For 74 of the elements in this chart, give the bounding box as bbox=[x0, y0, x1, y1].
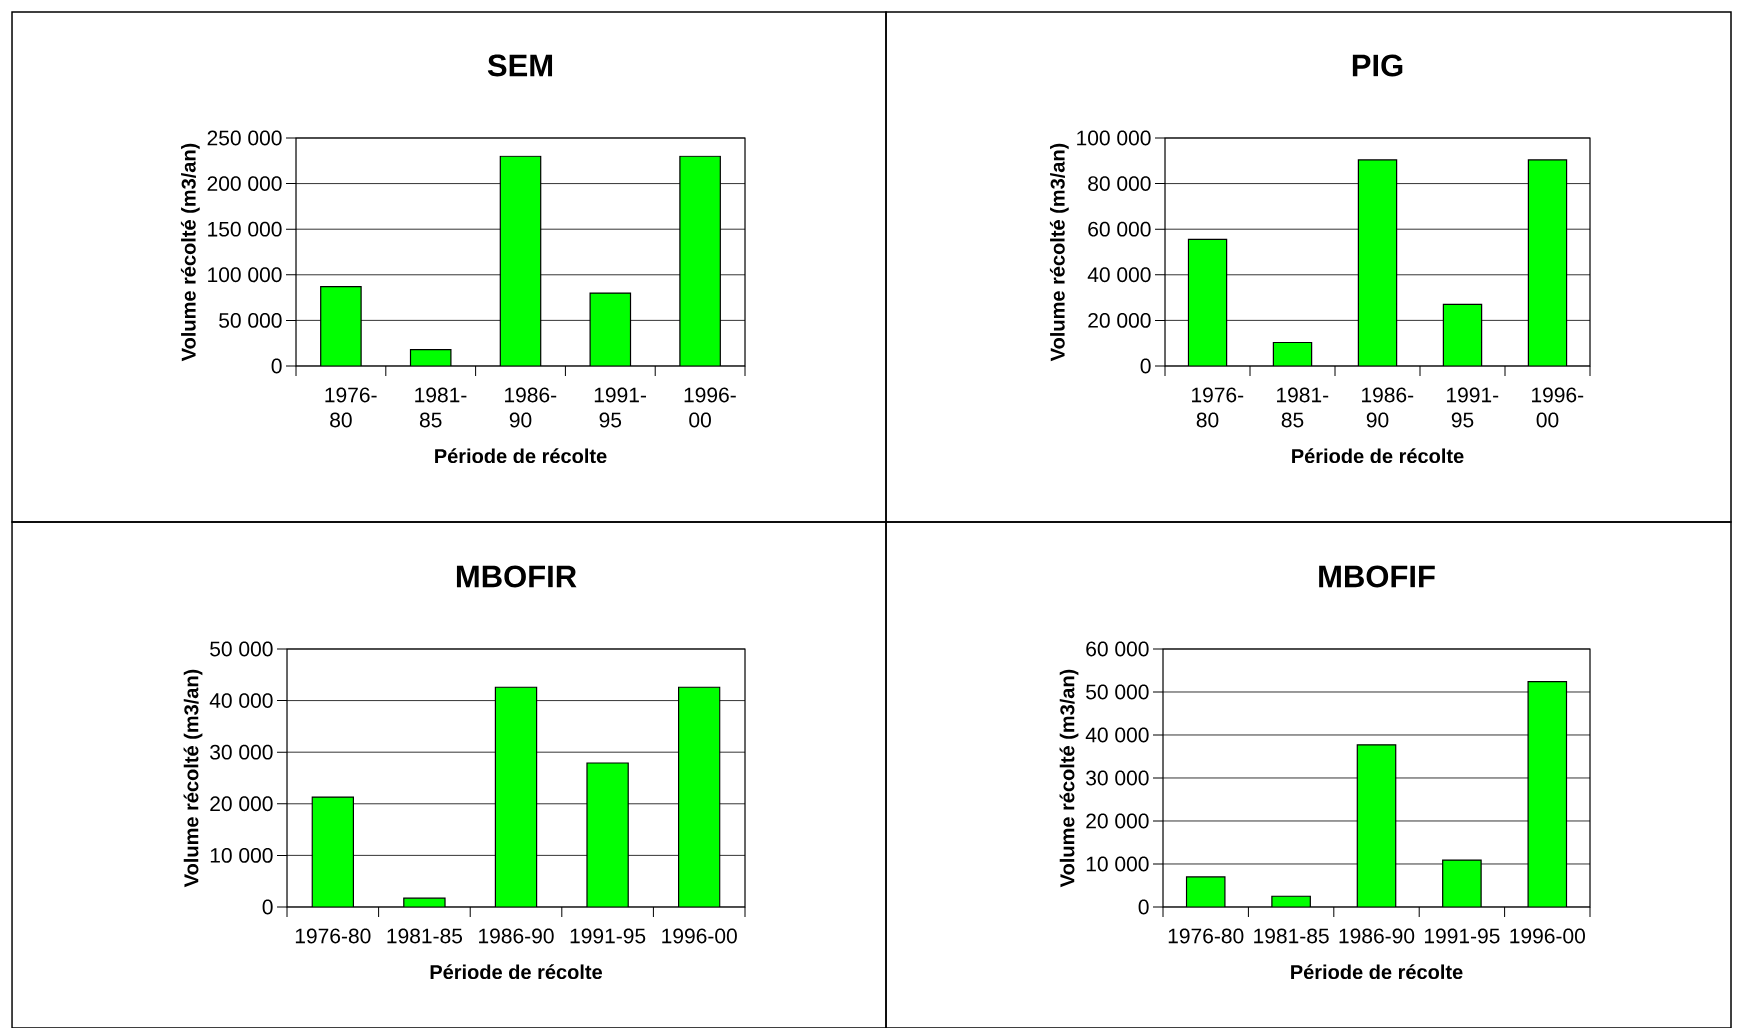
y-axis-title: Volume récolté (m3/an) bbox=[180, 143, 200, 362]
y-tick-label: 10 000 bbox=[1086, 856, 1149, 872]
y-tick-label: 10 000 bbox=[210, 847, 273, 863]
bar bbox=[589, 292, 632, 366]
bar bbox=[1272, 341, 1313, 366]
y-tick-label: 150 000 bbox=[208, 221, 282, 237]
x-tick-label: 1991-95 bbox=[594, 387, 646, 428]
x-tick-label: 1981-85 bbox=[1277, 387, 1329, 428]
y-tick-label: 50 000 bbox=[219, 312, 282, 328]
y-tick-label: 40 000 bbox=[1087, 267, 1151, 283]
bar bbox=[1356, 744, 1397, 907]
y-tick-label: 60 000 bbox=[1086, 641, 1149, 657]
x-axis-title: Période de récolte bbox=[430, 964, 603, 980]
y-tick-label: 80 000 bbox=[1088, 176, 1151, 192]
x-tick-label: 1976-80 bbox=[1168, 928, 1244, 944]
bar bbox=[494, 686, 538, 907]
x-tick-label: 1991-95 bbox=[1447, 387, 1499, 428]
y-tick-label: 100 000 bbox=[208, 267, 282, 283]
bar bbox=[1442, 303, 1483, 366]
y-axis-title: Volume récolté (m3/an) bbox=[183, 669, 203, 888]
y-axis-title: Volume récolté (m3/an) bbox=[1059, 669, 1079, 888]
x-tick-label: 1986-90 bbox=[505, 387, 557, 428]
chart-title: SEM bbox=[487, 54, 553, 77]
x-axis-title: Période de récolte bbox=[1291, 964, 1463, 980]
y-tick-label: 40 000 bbox=[1085, 727, 1149, 743]
bar bbox=[1187, 238, 1228, 366]
bar bbox=[1527, 681, 1568, 907]
bar bbox=[320, 286, 362, 366]
x-tick-label: 1976-80 bbox=[1192, 387, 1244, 428]
bar bbox=[1442, 859, 1482, 907]
y-tick-label: 60 000 bbox=[1088, 221, 1151, 237]
y-tick-label: 0 bbox=[1140, 358, 1151, 374]
y-tick-label: 20 000 bbox=[1088, 312, 1151, 328]
bar bbox=[677, 686, 721, 907]
x-tick-label: 1981-85 bbox=[387, 928, 463, 944]
y-tick-label: 250 000 bbox=[207, 130, 282, 146]
bar bbox=[1527, 159, 1568, 366]
y-tick-label: 100 000 bbox=[1077, 130, 1151, 146]
bar bbox=[679, 155, 721, 366]
x-tick-label: 1996-00 bbox=[1510, 928, 1585, 944]
y-tick-label: 30 000 bbox=[210, 744, 273, 760]
y-tick-label: 0 bbox=[271, 358, 282, 374]
x-tick-label: 1991-95 bbox=[570, 928, 646, 944]
bar bbox=[1185, 876, 1226, 907]
chart-title: MBOFIF bbox=[1319, 565, 1435, 588]
x-tick-label: 1996-00 bbox=[662, 928, 737, 944]
x-tick-label: 1986-90 bbox=[1339, 928, 1415, 944]
x-tick-label: 1981-85 bbox=[415, 387, 467, 428]
y-tick-label: 50 000 bbox=[210, 641, 273, 657]
x-tick-label: 1986-90 bbox=[479, 928, 554, 944]
y-tick-label: 30 000 bbox=[1086, 770, 1149, 786]
y-tick-label: 20 000 bbox=[1086, 813, 1149, 829]
y-tick-label: 0 bbox=[1138, 899, 1149, 915]
y-tick-label: 20 000 bbox=[210, 796, 273, 812]
y-tick-label: 40 000 bbox=[209, 693, 273, 709]
x-axis-title: Période de récolte bbox=[1292, 448, 1464, 464]
bar bbox=[311, 796, 355, 907]
bar bbox=[1357, 159, 1398, 366]
x-tick-label: 1976-80 bbox=[295, 928, 371, 944]
bar bbox=[499, 155, 542, 366]
y-tick-label: 50 000 bbox=[1086, 684, 1149, 700]
y-tick-label: 200 000 bbox=[207, 176, 282, 192]
bar bbox=[586, 762, 629, 907]
chart-title: PIG bbox=[1352, 54, 1403, 77]
x-tick-label: 1996-00 bbox=[1532, 387, 1584, 428]
x-axis-title: Période de récolte bbox=[435, 448, 607, 464]
y-tick-label: 0 bbox=[262, 899, 273, 915]
x-tick-label: 1981-85 bbox=[1254, 928, 1329, 944]
chart-title: MBOFIR bbox=[456, 565, 577, 588]
x-tick-label: 1976-80 bbox=[325, 387, 377, 428]
x-tick-label: 1991-95 bbox=[1424, 928, 1500, 944]
y-axis-title: Volume récolté (m3/an) bbox=[1049, 143, 1069, 362]
x-tick-label: 1986-90 bbox=[1362, 387, 1414, 428]
x-tick-label: 1996-00 bbox=[684, 387, 736, 428]
